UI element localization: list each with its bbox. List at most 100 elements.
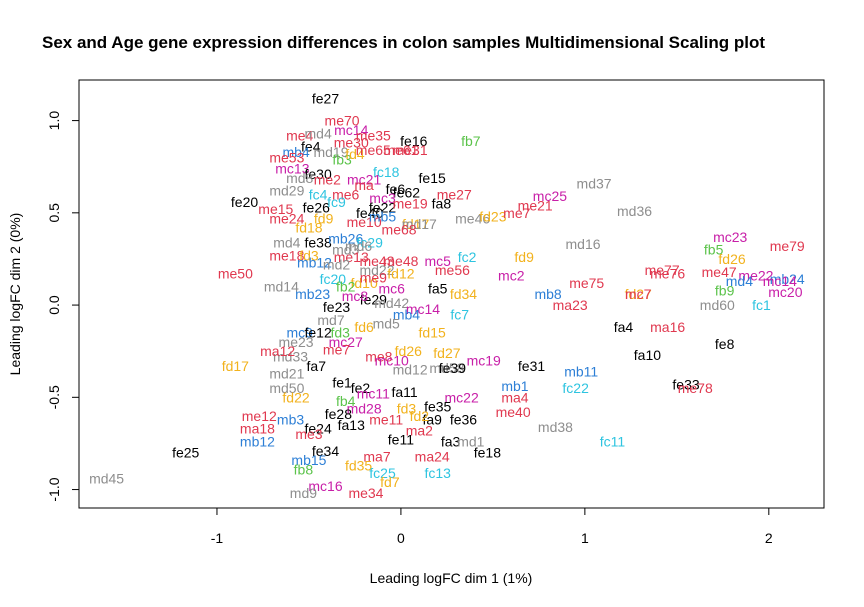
x-tick-label: 1 [581, 530, 589, 546]
point-label: me22 [738, 268, 773, 284]
point-label: mb26 [328, 231, 363, 247]
point-label: md37 [577, 175, 612, 191]
point-label: ma18 [240, 421, 275, 437]
point-label: fb2 [336, 279, 356, 295]
point-label: fe24 [305, 421, 332, 437]
point-label: md45 [89, 470, 124, 486]
point-label: mb12 [240, 434, 275, 450]
point-label: md3 [332, 242, 359, 258]
point-label: md60 [700, 297, 735, 313]
point-label: fa13 [338, 417, 365, 433]
point-label: md38 [538, 419, 573, 435]
point-label: md4 [726, 273, 753, 289]
point-label: me34 [348, 485, 383, 501]
point-label: mb5 [369, 209, 396, 225]
point-label: md6 [345, 238, 372, 254]
point-label: me78 [678, 380, 713, 396]
point-label: me43 [359, 253, 394, 269]
point-label: fc4 [309, 186, 328, 202]
point-label: md21 [269, 365, 304, 381]
point-label: me46 [455, 210, 490, 226]
point-label: fa7 [307, 358, 327, 374]
point-label: md33 [273, 349, 308, 365]
point-label: fd10 [350, 275, 377, 291]
y-tick-label: 1.0 [46, 111, 62, 131]
point-label: fd17 [402, 216, 429, 232]
point-label: mc21 [347, 172, 381, 188]
point-label: fc20 [320, 271, 347, 287]
point-label: fd3 [330, 325, 350, 341]
point-label: fe33 [672, 376, 699, 392]
point-label: me8 [365, 349, 392, 365]
point-label: md16 [566, 236, 601, 252]
point-label: fe40 [356, 205, 383, 221]
chart-title: Sex and Age gene expression differences … [42, 33, 765, 52]
point-label: md42 [374, 295, 409, 311]
point-label: mc2 [498, 268, 525, 284]
point-label: fd7 [380, 474, 400, 490]
point-label: md12 [393, 362, 428, 378]
point-label: fd2 [410, 408, 430, 424]
point-label: fc22 [562, 380, 589, 396]
point-label: me76 [650, 266, 685, 282]
point-label: fb8 [294, 461, 314, 477]
point-label: fc1 [752, 297, 771, 313]
point-label: fe28 [325, 406, 352, 422]
point-label: fa5 [428, 280, 448, 296]
point-label: fc18 [373, 164, 400, 180]
y-axis: -1.0 -0.5 0.0 0.5 1.0 [46, 111, 80, 502]
point-label: md58 [429, 360, 464, 376]
point-label: md50 [269, 380, 304, 396]
point-label: fd3 [397, 400, 417, 416]
point-label: me9 [360, 269, 387, 285]
point-label: fc11 [600, 434, 626, 450]
point-label: mb15 [291, 452, 326, 468]
point-label: fe35 [424, 399, 451, 415]
point-label: me3 [295, 426, 322, 442]
point-label: fa9 [422, 411, 442, 427]
point-label: ma24 [415, 448, 450, 464]
point-label: fb5 [704, 242, 724, 258]
point-label: fe1 [332, 375, 352, 391]
point-label: mb4 [282, 144, 309, 160]
point-label: mc11 [357, 386, 390, 402]
point-label: mb24 [770, 271, 805, 287]
point-label: fd34 [450, 286, 477, 302]
point-label: fe23 [323, 299, 350, 315]
point-label: mc13 [275, 161, 309, 177]
point-label: me21 [518, 197, 553, 213]
point-label: mc22 [445, 389, 479, 405]
point-label: fe6 [386, 181, 406, 197]
point-label: md29 [269, 183, 304, 199]
point-label: mc7 [625, 286, 652, 302]
point-label: me75 [569, 275, 604, 291]
point-label: mc3 [369, 190, 396, 206]
point-label: ma16 [650, 319, 685, 335]
point-label: md4 [273, 234, 300, 250]
point-label: md8 [286, 170, 313, 186]
point-label: mb1 [501, 378, 528, 394]
point-label: me47 [702, 264, 737, 280]
point-label: ma [354, 177, 374, 193]
point-label: me77 [645, 262, 680, 278]
point-label: mc27 [329, 334, 363, 350]
point-label: md5 [373, 316, 400, 332]
point-label: mc20 [768, 284, 802, 300]
point-label: mc19 [467, 352, 501, 368]
point-label: fa4 [614, 319, 634, 335]
point-label: md2 [323, 256, 350, 272]
point-label: fd9 [514, 249, 534, 265]
x-axis: -1 0 1 2 [211, 507, 773, 546]
x-tick-label: 0 [397, 530, 405, 546]
point-label: me56 [435, 262, 470, 278]
point-label: me7 [323, 341, 350, 357]
point-label: mb3 [277, 411, 304, 427]
point-label: mc16 [308, 478, 342, 494]
point-label: fd18 [295, 220, 322, 236]
point-label: md22 [359, 262, 394, 278]
point-label: fd12 [387, 266, 414, 282]
point-label: me18 [269, 247, 304, 263]
x-tick-label: -1 [211, 530, 224, 546]
point-label: me2 [314, 172, 341, 188]
point-label: mb4 [393, 306, 420, 322]
